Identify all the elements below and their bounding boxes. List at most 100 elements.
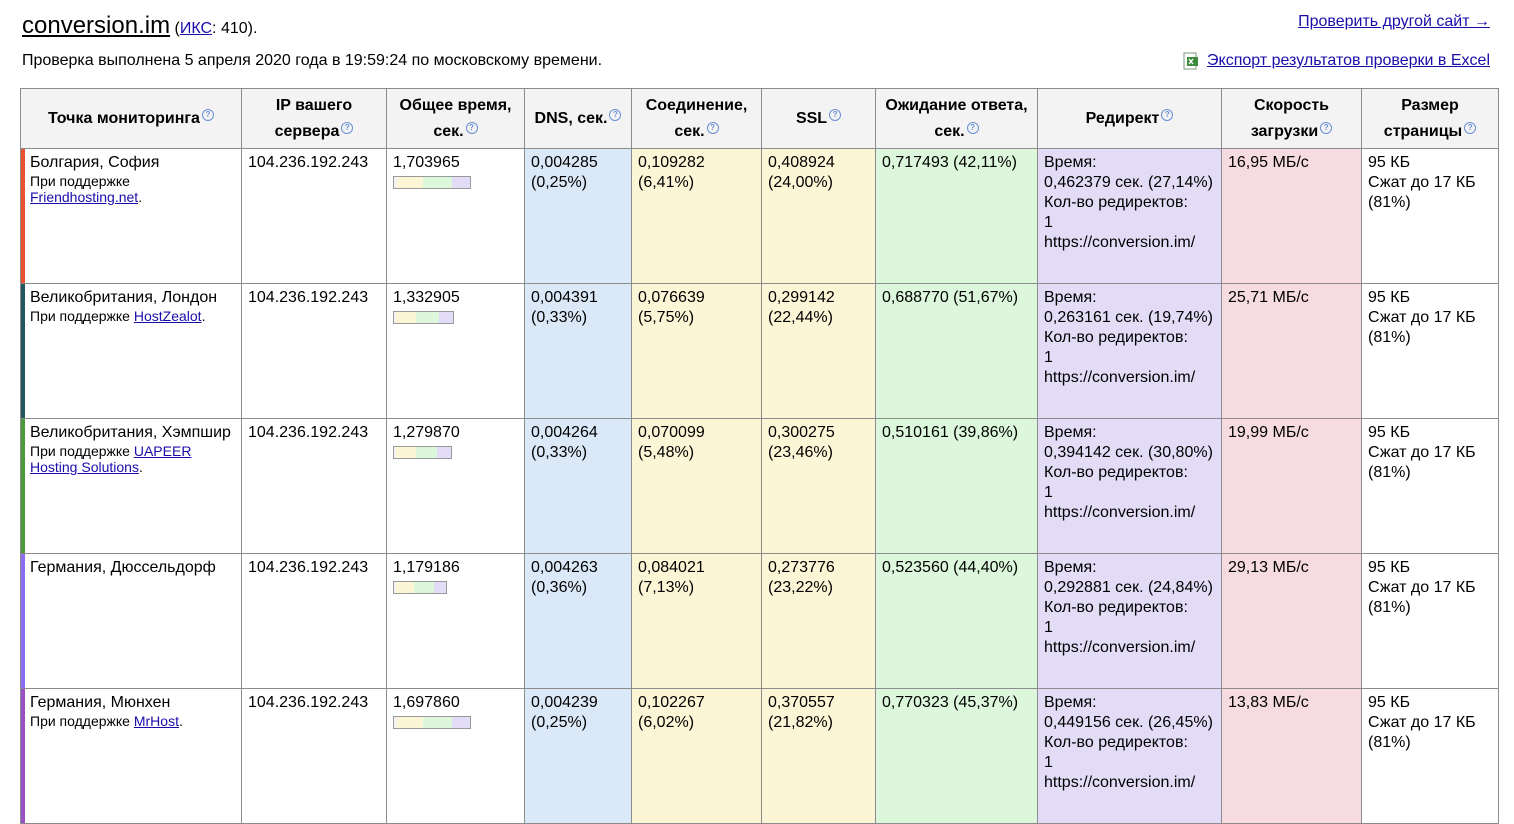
location-color-bar (21, 284, 25, 418)
redirect-cell: Время: 0,462379 сек. (27,14%) Кол-во редир… (1037, 148, 1222, 284)
sponsor-link[interactable]: UAPEER Hosting Solutions (30, 443, 192, 475)
redirect-redirect-url: https://conversion.im/ (1044, 234, 1196, 251)
help-icon[interactable]: ? (706, 121, 719, 134)
help-icon[interactable]: ? (609, 108, 622, 121)
total-time-bar-segment (396, 447, 401, 458)
compressed-size: Сжат до 17 КБ (81%) (1368, 309, 1476, 346)
help-icon[interactable]: ? (1464, 121, 1477, 134)
compressed-size: Сжат до 17 КБ (81%) (1368, 174, 1476, 211)
total-time-bar-segment (397, 717, 404, 728)
export-excel-link[interactable]: Экспорт результатов проверки в Excel (1207, 52, 1490, 69)
total-time-cell: 1,179186 (386, 553, 525, 689)
redirect-redirect-count: 1 (1044, 214, 1053, 231)
column-header-label: Редирект (1085, 110, 1160, 127)
location-color-bar (21, 149, 25, 283)
column-header-label: Общее время, сек. (399, 97, 512, 140)
dns-cell: 0,004263 (0,36%) (524, 553, 632, 689)
total-time-bar-segment (400, 582, 414, 593)
help-icon[interactable]: ? (1161, 108, 1174, 121)
redirect-cell: Время: 0,263161 сек. (19,74%) Кол-во редир… (1037, 283, 1222, 419)
column-header: DNS, сек.? (524, 88, 632, 149)
speed-cell: 16,95 МБ/с (1221, 148, 1362, 284)
column-header-label: DNS, сек. (534, 110, 608, 127)
site-name-link[interactable]: conversion.im (22, 12, 171, 39)
column-header: Скорость загрузки? (1221, 88, 1362, 149)
redirect-redirect-count: 1 (1044, 484, 1053, 501)
results-table: Точка мониторинга? IP вашего сервера? Обще… (20, 88, 1499, 824)
total-time-bar-segment (397, 177, 404, 188)
redirect-redirect-count-label: Кол-во редиректов: (1044, 329, 1188, 346)
table-row: Германия, Мюнхен При поддержке MrHost. 104… (20, 688, 1499, 824)
sponsor-suffix: . (138, 189, 143, 205)
redirect-redirect-time-label: Время: (1044, 289, 1097, 306)
column-header: Точка мониторинга? (20, 88, 242, 149)
total-time-bar (393, 581, 447, 594)
check-timestamp: Проверка выполнена 5 апреля 2020 года в … (22, 52, 603, 69)
excel-icon (1183, 52, 1199, 70)
total-time-value: 1,332905 (393, 289, 460, 306)
help-icon[interactable]: ? (1320, 121, 1333, 134)
total-time-bar (393, 716, 471, 729)
table-row: Великобритания, Лондон При поддержке Host… (20, 283, 1499, 419)
total-time-cell: 1,703965 (386, 148, 525, 284)
help-icon[interactable]: ? (829, 108, 842, 121)
location-cell: Великобритания, Хэмпшир При поддержке UAP… (20, 418, 242, 554)
redirect-cell: Время: 0,449156 сек. (26,45%) Кол-во редир… (1037, 688, 1222, 824)
table-row: Германия, Дюссельдорф 104.236.192.243 1,17… (20, 553, 1499, 689)
location-name: Болгария, София (30, 154, 160, 171)
help-icon[interactable]: ? (966, 121, 979, 134)
export-excel: Экспорт результатов проверки в Excel (1183, 52, 1490, 70)
wait-cell: 0,717493 (42,11%) (875, 148, 1038, 284)
redirect-redirect-time: 0,292881 сек. (24,84%) (1044, 579, 1213, 596)
size-cell: 95 КБ Сжат до 17 КБ (81%) (1361, 418, 1499, 554)
sponsor-link[interactable]: MrHost (133, 713, 179, 729)
total-time-bar-segment (396, 582, 401, 593)
total-time-value: 1,703965 (393, 154, 460, 171)
total-time-bar-segment (422, 717, 452, 728)
total-time-bar-segment (394, 717, 398, 728)
total-time-bar-segment (438, 312, 453, 323)
ssl-cell: 0,408924 (24,00%) (761, 148, 876, 284)
compressed-size: Сжат до 17 КБ (81%) (1368, 714, 1476, 751)
iks-value: : 410). (212, 20, 258, 37)
check-other-site-link[interactable]: Проверить другой сайт → (1298, 13, 1490, 30)
column-header: Размер страницы? (1361, 88, 1499, 149)
column-header-label: IP вашего сервера (274, 97, 353, 140)
page-size: 95 КБ (1368, 559, 1411, 576)
sponsor-prefix: При поддержке (30, 308, 134, 324)
total-time-bar (393, 446, 452, 459)
redirect-cell: Время: 0,394142 сек. (30,80%) Кол-во редир… (1037, 418, 1222, 554)
column-header-label: Ожидание ответа, сек. (885, 97, 1028, 140)
total-time-bar-segment (422, 177, 452, 188)
column-header-label: Скорость загрузки (1250, 97, 1330, 140)
ssl-cell: 0,300275 (23,46%) (761, 418, 876, 554)
dns-cell: 0,004285 (0,25%) (524, 148, 632, 284)
results-body: Болгария, София При поддержке Friendhosti… (20, 148, 1499, 824)
column-header: SSL? (761, 88, 876, 149)
redirect-redirect-url: https://conversion.im/ (1044, 774, 1196, 791)
page-size: 95 КБ (1368, 289, 1411, 306)
help-icon[interactable]: ? (201, 108, 214, 121)
column-header: Редирект? (1037, 88, 1222, 149)
sponsor-link[interactable]: HostZealot (133, 308, 202, 324)
sponsor-link[interactable]: Friendhosting.net (30, 189, 139, 205)
speed-cell: 19,99 МБ/с (1221, 418, 1362, 554)
location-color-bar (21, 419, 25, 553)
total-time-cell: 1,332905 (386, 283, 525, 419)
help-icon[interactable]: ? (465, 121, 478, 134)
ssl-cell: 0,273776 (23,22%) (761, 553, 876, 689)
column-header-label: SSL (795, 110, 828, 127)
redirect-redirect-count: 1 (1044, 619, 1053, 636)
sponsor-suffix: . (178, 713, 183, 729)
wait-cell: 0,523560 (44,40%) (875, 553, 1038, 689)
redirect-redirect-time-label: Время: (1044, 694, 1097, 711)
ip-cell: 104.236.192.243 (241, 418, 387, 554)
total-time-bar-segment (413, 582, 434, 593)
redirect-redirect-url: https://conversion.im/ (1044, 504, 1196, 521)
compressed-size: Сжат до 17 КБ (81%) (1368, 444, 1476, 481)
help-icon[interactable]: ? (341, 121, 354, 134)
ip-cell: 104.236.192.243 (241, 283, 387, 419)
location-cell: Германия, Мюнхен При поддержке MrHost. (20, 688, 242, 824)
ssl-cell: 0,299142 (22,44%) (761, 283, 876, 419)
iks-link[interactable]: ИКС (179, 20, 213, 37)
